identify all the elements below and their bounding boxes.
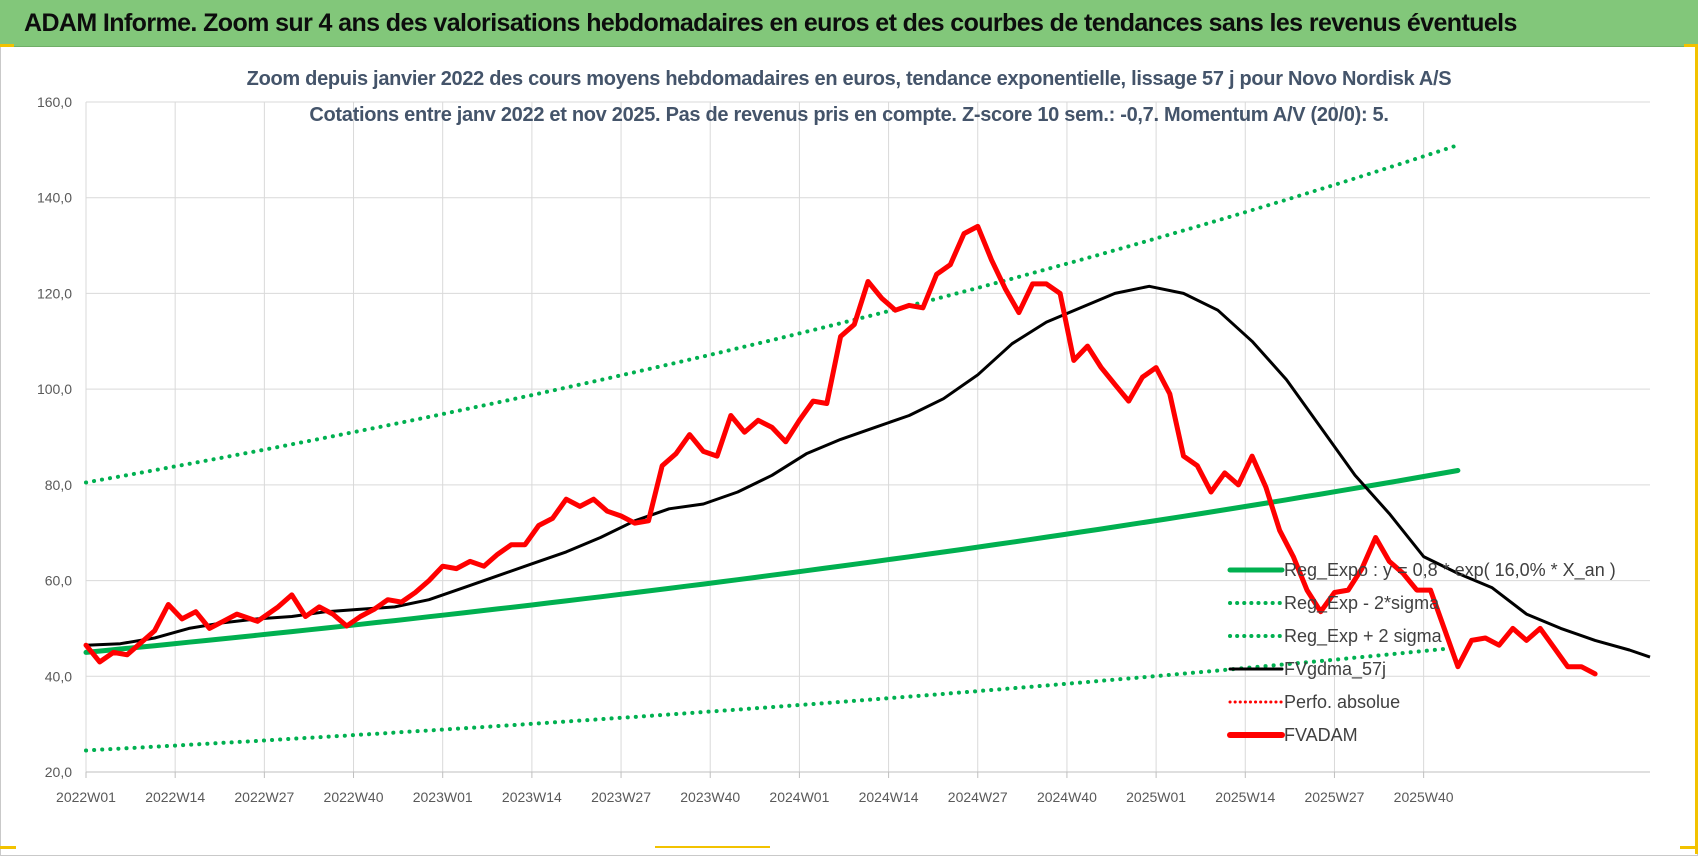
legend-label: Reg_Expo : y = 0,8 * exp( 16,0% * X_an ) bbox=[1284, 560, 1616, 581]
report-banner: ADAM Informe. Zoom sur 4 ans des valoris… bbox=[0, 0, 1698, 47]
series-reg-exp-minus-2-sigma bbox=[84, 645, 1460, 753]
y-tick-label: 160,0 bbox=[37, 94, 72, 110]
y-tick-label: 60,0 bbox=[45, 573, 72, 589]
corner-accent-top-right bbox=[1684, 44, 1698, 47]
x-tick-label: 2023W14 bbox=[502, 789, 562, 805]
x-tick-label: 2022W40 bbox=[324, 789, 384, 805]
x-tick-label: 2022W14 bbox=[145, 789, 205, 805]
legend-label: Reg_Exp - 2*sigma bbox=[1284, 593, 1440, 614]
corner-accent-bottom-left bbox=[0, 846, 16, 849]
axis-layer: 20,0 40,0 60,0 80,0 100,0 120,0 140,0 160,0 2022… bbox=[37, 94, 1650, 805]
series-reg-exp-plus-2-sigma bbox=[84, 143, 1460, 485]
x-tick-label: 2023W40 bbox=[680, 789, 740, 805]
x-tick-label: 2024W14 bbox=[859, 789, 919, 805]
y-tick-label: 120,0 bbox=[37, 285, 72, 301]
y-tick-label: 20,0 bbox=[45, 764, 72, 780]
corner-accent-right-edge bbox=[1695, 44, 1698, 854]
legend-label: FVADAM bbox=[1284, 725, 1358, 745]
x-tick-label: 2025W01 bbox=[1126, 789, 1186, 805]
x-tick-label: 2023W27 bbox=[591, 789, 651, 805]
grid-layer bbox=[85, 101, 1650, 773]
y-tick-label: 100,0 bbox=[37, 381, 72, 397]
chart-title-line-1: Zoom depuis janvier 2022 des cours moyen… bbox=[246, 68, 1452, 90]
series-fvadam bbox=[83, 223, 1598, 677]
x-tick-label: 2024W27 bbox=[948, 789, 1008, 805]
y-tick-label: 80,0 bbox=[45, 477, 72, 493]
legend-label: FVgdma_57j bbox=[1284, 659, 1386, 680]
chart-title-line-2: Cotations entre janv 2022 et nov 2025. P… bbox=[309, 104, 1389, 126]
series-reg-expo bbox=[83, 468, 1461, 655]
y-tick-label: 140,0 bbox=[37, 190, 72, 206]
legend-label: Reg_Exp + 2 sigma bbox=[1284, 626, 1443, 647]
x-tick-label: 2024W40 bbox=[1037, 789, 1097, 805]
corner-accent-top-left bbox=[0, 44, 14, 47]
x-tick-label: 2025W40 bbox=[1394, 789, 1454, 805]
legend-label: Perfo. absolue bbox=[1284, 692, 1400, 712]
series-fvgdma-57j bbox=[85, 284, 1651, 659]
bottom-accent-mark bbox=[655, 846, 770, 848]
corner-accent-bottom-right bbox=[1680, 846, 1698, 849]
y-tick-label: 40,0 bbox=[45, 668, 72, 684]
x-tick-label: 2025W14 bbox=[1215, 789, 1275, 805]
x-tick-label: 2024W01 bbox=[769, 789, 829, 805]
banner-title: ADAM Informe. Zoom sur 4 ans des valoris… bbox=[24, 9, 1517, 37]
series-layer bbox=[83, 143, 1651, 753]
legend-layer: Reg_Expo : y = 0,8 * exp( 16,0% * X_an )… bbox=[1227, 560, 1616, 745]
x-tick-label: 2022W01 bbox=[56, 789, 116, 805]
x-tick-label: 2023W01 bbox=[413, 789, 473, 805]
x-tick-label: 2025W27 bbox=[1304, 789, 1364, 805]
x-tick-label: 2022W27 bbox=[234, 789, 294, 805]
